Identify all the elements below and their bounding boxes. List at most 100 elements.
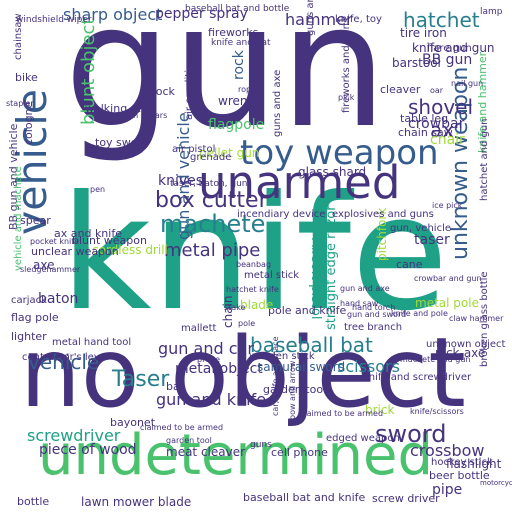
cloud-word: knives [158, 173, 204, 189]
cloud-word: hand torch [352, 303, 396, 312]
cloud-word: rock [231, 50, 247, 80]
cloud-word: knife and gun [412, 41, 495, 55]
cloud-word: sock [150, 85, 175, 98]
cloud-word: tree branch [344, 322, 403, 333]
cloud-word: metal pole [415, 296, 479, 310]
cloud-word: knife [60, 162, 449, 346]
cloud-word: gun [64, 0, 388, 166]
cloud-word: crowbar and gun [414, 274, 482, 283]
cloud-word: sharp object [63, 5, 163, 24]
cloud-word: guns and axe [272, 69, 283, 137]
cloud-word: gun and sword [347, 310, 407, 319]
cloud-word: unknown object [426, 339, 506, 350]
cloud-word: grenade [190, 152, 232, 163]
cloud-word: stapler [6, 99, 34, 108]
cloud-word: ice pick [432, 201, 463, 210]
cloud-word: edged weapon [326, 433, 400, 444]
cloud-word: flag pole [11, 311, 59, 324]
cloud-word: pellet gun [199, 146, 260, 160]
cloud-word: cordless drill [92, 243, 168, 257]
cloud-word: probe [197, 355, 221, 364]
cloud-word: nail gun [451, 79, 484, 88]
cloud-word: toy weapon [240, 133, 439, 173]
cloud-word: lighter [11, 330, 47, 343]
cloud-word: cologne [22, 101, 35, 145]
cloud-word: garden tool [263, 383, 327, 396]
cloud-word: bow and arrow [288, 360, 297, 420]
cloud-word: pole [238, 319, 256, 328]
cloud-word: taser [414, 232, 450, 248]
cloud-word: baseball bat [250, 333, 373, 357]
cloud-word: guns and explosives [305, 0, 316, 36]
cloud-word: samurai sword [257, 360, 346, 374]
cloud-word: screwdriver [27, 426, 121, 445]
cloud-word: pipe [432, 482, 463, 498]
cloud-word: bike [15, 71, 38, 84]
cloud-word: incendiary device [237, 209, 326, 220]
cloud-word: metal pipe [164, 240, 261, 261]
cloud-word: chair [430, 132, 465, 148]
cloud-word: motorcycle [480, 479, 512, 487]
cloud-word: hammer [285, 10, 353, 29]
cloud-word: cane [396, 258, 423, 271]
cloud-word: air pistol [172, 144, 216, 155]
cloud-word: unclear weapon [31, 245, 119, 258]
cloud-word: crowbar [408, 116, 465, 132]
cloud-word: undetermined [38, 423, 434, 488]
cloud-word: claimed to be armed [140, 423, 224, 432]
cloud-word: machete and gun [400, 355, 471, 364]
cloud-word: gun and knife [156, 390, 267, 409]
cloud-word: lawn mower blade [81, 495, 192, 509]
cloud-word: fireworks [208, 26, 259, 39]
cloud-word: taser, baton, gun [170, 179, 248, 189]
cloud-word: contractor's level [22, 352, 109, 363]
cloud-word: hatchet knife [226, 285, 279, 294]
cloud-word: toy sword [95, 136, 149, 149]
cloud-word: garden shears [110, 111, 168, 120]
cloud-word: wrench [218, 94, 262, 108]
cloud-word: hand saw [340, 299, 379, 308]
cloud-word: cleaver [380, 83, 421, 96]
cloud-word: glass shard [298, 165, 367, 179]
cloud-word: gun and car [158, 339, 254, 358]
cloud-word: scissors [337, 357, 400, 376]
cloud-word: Taser [112, 367, 170, 392]
cloud-word: bottle [17, 495, 50, 508]
cloud-word: metal stick [244, 270, 300, 281]
cloud-word: barstool [392, 56, 441, 70]
cloud-word: box cutter [155, 188, 268, 213]
cloud-word: vehicle and machete [13, 166, 24, 271]
cloud-word: sword [375, 420, 447, 448]
cloud-word: flagpole [208, 117, 265, 133]
cloud-word: ax and knife [54, 227, 122, 240]
cloud-word: air conditioner [184, 47, 195, 120]
cloud-word: knife and bat [211, 38, 271, 48]
cloud-word: vehicle [28, 350, 100, 374]
cloud-word: ax [430, 118, 455, 142]
cloud-word: meat cleaver [166, 445, 246, 459]
cloud-word: screw driver [372, 492, 440, 505]
cloud-word: hatchet [403, 8, 480, 32]
cloud-word: windshield wiper [16, 15, 92, 25]
cloud-word: chain saw [398, 126, 453, 139]
cloud-word: pole and knife [268, 304, 347, 317]
cloud-word: baseball bat and knife [243, 491, 366, 504]
cloud-word: knife, toy [335, 14, 382, 25]
cloud-word: crossbow [410, 441, 485, 460]
cloud-word: unarmed [198, 156, 401, 209]
cloud-word: stake [224, 303, 246, 312]
cloud-word: blade [240, 298, 274, 312]
cloud-word: no object [20, 317, 466, 429]
cloud-word: baton [38, 291, 79, 307]
cloud-word: lamp [480, 7, 503, 17]
cloud-word: pocket knife [30, 237, 79, 246]
cloud-word: gun and axe [340, 284, 390, 293]
cloud-word: wooden stick [249, 351, 315, 362]
cloud-word: table leg [400, 112, 449, 125]
cloud-word: walking stick [85, 102, 157, 115]
cloud-word: cell phone [271, 446, 328, 459]
cloud-word: bat [166, 380, 185, 393]
cloud-word: beer bottle [429, 469, 490, 482]
cloud-word: hatchet and gun [479, 118, 490, 202]
cloud-word: flashlight [446, 457, 502, 471]
